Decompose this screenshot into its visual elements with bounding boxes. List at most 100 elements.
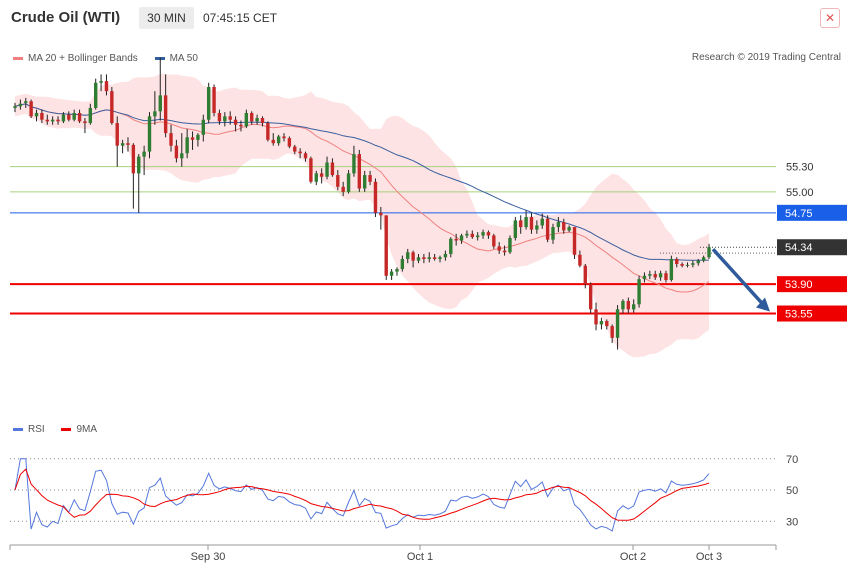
candle [228, 116, 232, 120]
candle [632, 304, 636, 310]
candle [508, 238, 512, 253]
rsi-line [14, 458, 710, 532]
candle [190, 137, 195, 140]
candle [341, 186, 345, 192]
candle [287, 138, 292, 147]
candle [696, 260, 700, 264]
candle [707, 247, 711, 258]
legend-item-9ma: 9MA [61, 424, 97, 435]
forecast-arrow-head [756, 297, 770, 312]
candle [475, 235, 480, 238]
candle [594, 309, 598, 325]
legend-label-rsi: RSI [28, 424, 45, 435]
candle [497, 246, 501, 251]
candle [605, 321, 609, 327]
x-tick-label: Oct 1 [407, 551, 433, 563]
candle [239, 124, 243, 127]
candle [664, 273, 668, 280]
candle [556, 222, 561, 228]
bollinger-band [15, 73, 709, 358]
candle [233, 119, 238, 125]
candle [567, 227, 571, 231]
candle [276, 136, 281, 144]
candle [406, 252, 410, 259]
candle [540, 218, 544, 226]
candle [502, 250, 507, 253]
candle [137, 156, 141, 174]
candle [535, 225, 539, 230]
candle [352, 154, 356, 174]
x-tick-label: Oct 2 [620, 551, 646, 563]
candle [34, 112, 39, 117]
candle [583, 265, 587, 285]
candle [384, 215, 388, 276]
price-legend: MA 20 + Bollinger Bands MA 50 [13, 52, 212, 64]
candle [529, 217, 534, 230]
candle [72, 112, 76, 120]
candle [61, 114, 66, 122]
candle [244, 112, 249, 127]
x-tick-label: Sep 30 [191, 551, 226, 563]
candle [578, 254, 582, 266]
candle [416, 257, 421, 261]
candle [626, 300, 631, 310]
candle [142, 151, 146, 157]
candle [545, 218, 550, 240]
candle [691, 263, 695, 265]
candle [250, 112, 254, 122]
candle [373, 181, 378, 213]
legend-label-bollinger: MA 20 + Bollinger Bands [28, 53, 138, 64]
candle [642, 275, 647, 280]
rsi-ma-line [14, 468, 710, 521]
legend-swatch-9ma [61, 428, 72, 431]
rsi-tick-label: 30 [786, 516, 798, 528]
candle [658, 273, 663, 278]
candle [50, 119, 55, 122]
candle [389, 271, 394, 276]
candle [174, 145, 179, 159]
candle [260, 118, 265, 124]
candle [18, 103, 23, 107]
close-icon[interactable]: ✕ [820, 8, 840, 28]
price-chart: 55.30 55.00 54.75 53.90 53.55 54.34 [10, 57, 847, 358]
candle [13, 106, 17, 108]
candle [653, 274, 657, 278]
chart-header: Crude Oil (WTI) 30 MIN 07:45:15 CET ✕ [0, 0, 850, 36]
forecast-arrow [711, 248, 766, 307]
last-price-label: 54.34 [785, 242, 813, 254]
candle [99, 81, 103, 83]
candle [110, 91, 114, 124]
candle [271, 139, 275, 144]
level-label-1: 55.00 [786, 187, 814, 199]
candle [432, 257, 437, 259]
candle [551, 227, 555, 240]
candle [648, 274, 652, 276]
candle [379, 212, 383, 216]
timestamp: 07:45:15 CET [203, 11, 278, 25]
candle [196, 134, 200, 140]
legend-label-ma50: MA 50 [169, 53, 198, 64]
candle [486, 232, 491, 236]
candle [56, 119, 60, 122]
rsi-legend: RSI 9MA [13, 423, 111, 435]
candle [104, 81, 109, 92]
candle [169, 133, 173, 146]
candle [266, 123, 270, 140]
candle [513, 220, 518, 238]
candle [217, 112, 222, 122]
candle [524, 217, 528, 228]
rsi-tick-label: 50 [786, 485, 798, 497]
timeframe-selector[interactable]: 30 MIN [139, 7, 194, 29]
ma50-line [14, 103, 710, 261]
level-label-4: 53.55 [785, 309, 813, 321]
candle [298, 151, 302, 154]
candle [212, 86, 216, 113]
candle [701, 257, 706, 261]
candle [24, 101, 28, 103]
candle [680, 264, 684, 266]
candle [131, 144, 136, 174]
candle [223, 116, 227, 122]
candle [309, 158, 313, 182]
candle [293, 146, 297, 152]
